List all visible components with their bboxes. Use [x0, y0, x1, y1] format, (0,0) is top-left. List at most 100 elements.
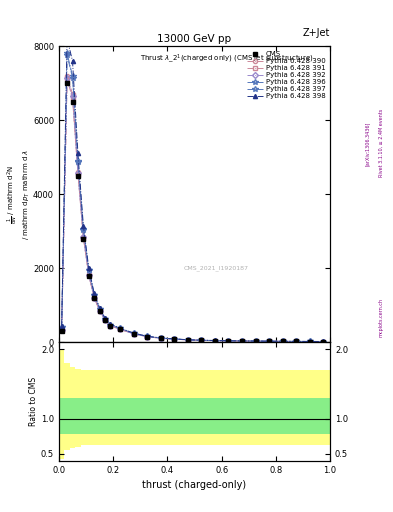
Pythia 6.428 392: [280, 338, 285, 345]
CMS: [65, 80, 70, 86]
Pythia 6.428 392: [321, 338, 326, 345]
CMS: [145, 334, 149, 340]
Pythia 6.428 396: [199, 337, 204, 344]
Pythia 6.428 397: [65, 52, 70, 58]
Pythia 6.428 398: [172, 336, 176, 342]
CMS: [86, 272, 91, 279]
Pythia 6.428 392: [253, 338, 258, 344]
Pythia 6.428 396: [145, 333, 149, 339]
Pythia 6.428 392: [97, 308, 102, 314]
CMS: [108, 323, 113, 329]
CMS: [75, 173, 80, 179]
Text: Z+Jet: Z+Jet: [303, 28, 330, 38]
CMS: [280, 338, 285, 345]
Pythia 6.428 396: [59, 325, 64, 331]
Pythia 6.428 398: [131, 330, 136, 336]
Pythia 6.428 390: [65, 73, 70, 79]
Pythia 6.428 391: [226, 338, 231, 344]
Pythia 6.428 396: [131, 330, 136, 336]
Pythia 6.428 397: [267, 338, 272, 344]
CMS: [253, 338, 258, 344]
Pythia 6.428 390: [103, 317, 107, 323]
Pythia 6.428 396: [226, 338, 231, 344]
Pythia 6.428 396: [70, 73, 75, 79]
CMS: [321, 338, 326, 345]
Pythia 6.428 391: [59, 327, 64, 333]
Line: Pythia 6.428 392: Pythia 6.428 392: [60, 75, 325, 344]
Pythia 6.428 390: [81, 233, 86, 240]
Line: Pythia 6.428 390: Pythia 6.428 390: [60, 74, 325, 344]
Pythia 6.428 391: [86, 272, 91, 279]
CMS: [97, 308, 102, 314]
Pythia 6.428 392: [131, 331, 136, 337]
Pythia 6.428 390: [70, 91, 75, 97]
X-axis label: thrust (charged-only): thrust (charged-only): [143, 480, 246, 490]
CMS: [294, 338, 299, 345]
Pythia 6.428 392: [86, 272, 91, 278]
Pythia 6.428 391: [97, 308, 102, 314]
Pythia 6.428 390: [59, 327, 64, 333]
CMS: [199, 337, 204, 344]
Text: mcplots.cern.ch: mcplots.cern.ch: [379, 298, 384, 337]
Pythia 6.428 397: [158, 335, 163, 341]
Pythia 6.428 398: [226, 338, 231, 344]
Pythia 6.428 391: [213, 337, 217, 344]
Pythia 6.428 391: [70, 95, 75, 101]
Pythia 6.428 396: [81, 226, 86, 232]
Pythia 6.428 398: [199, 337, 204, 344]
Text: Rivet 3.1.10, ≥ 2.4M events: Rivet 3.1.10, ≥ 2.4M events: [379, 109, 384, 178]
Pythia 6.428 392: [294, 338, 299, 345]
CMS: [213, 337, 217, 344]
Pythia 6.428 398: [280, 338, 285, 345]
Pythia 6.428 391: [92, 294, 97, 301]
Pythia 6.428 397: [307, 338, 312, 345]
Pythia 6.428 390: [145, 334, 149, 340]
Pythia 6.428 390: [280, 338, 285, 345]
Pythia 6.428 392: [70, 93, 75, 99]
Pythia 6.428 390: [118, 326, 122, 332]
Line: Pythia 6.428 391: Pythia 6.428 391: [60, 77, 325, 344]
Pythia 6.428 392: [185, 337, 190, 343]
Pythia 6.428 396: [97, 306, 102, 312]
Pythia 6.428 391: [103, 317, 107, 323]
Pythia 6.428 390: [253, 338, 258, 344]
CMS: [240, 338, 244, 344]
Pythia 6.428 398: [108, 321, 113, 327]
Pythia 6.428 392: [108, 323, 113, 329]
Pythia 6.428 396: [280, 338, 285, 345]
Pythia 6.428 390: [158, 335, 163, 342]
Pythia 6.428 391: [75, 171, 80, 177]
Pythia 6.428 397: [131, 330, 136, 336]
Pythia 6.428 392: [172, 336, 176, 342]
Pythia 6.428 396: [108, 322, 113, 328]
Pythia 6.428 397: [280, 338, 285, 345]
Pythia 6.428 396: [75, 158, 80, 164]
Pythia 6.428 398: [145, 333, 149, 339]
Pythia 6.428 391: [145, 334, 149, 340]
Y-axis label: $\frac{1}{\mathrm{d}N}$ / mathrm d$^2$N
/ mathrm d$p_T$ mathrm d $\lambda$: $\frac{1}{\mathrm{d}N}$ / mathrm d$^2$N …: [6, 148, 31, 240]
Pythia 6.428 391: [108, 323, 113, 329]
Pythia 6.428 392: [226, 338, 231, 344]
Pythia 6.428 396: [172, 336, 176, 342]
Pythia 6.428 390: [108, 323, 113, 329]
Pythia 6.428 396: [213, 337, 217, 344]
Pythia 6.428 392: [307, 338, 312, 345]
CMS: [307, 338, 312, 345]
Pythia 6.428 392: [118, 326, 122, 332]
Pythia 6.428 392: [65, 74, 70, 80]
Pythia 6.428 397: [240, 338, 244, 344]
Pythia 6.428 390: [267, 338, 272, 345]
Pythia 6.428 391: [158, 335, 163, 342]
Pythia 6.428 396: [253, 338, 258, 344]
Pythia 6.428 390: [185, 337, 190, 343]
Pythia 6.428 392: [267, 338, 272, 345]
Pythia 6.428 396: [118, 325, 122, 331]
Pythia 6.428 392: [240, 338, 244, 344]
CMS: [226, 338, 231, 344]
Pythia 6.428 391: [267, 338, 272, 345]
Pythia 6.428 396: [185, 337, 190, 343]
Pythia 6.428 396: [86, 267, 91, 273]
Pythia 6.428 390: [97, 308, 102, 314]
CMS: [185, 337, 190, 343]
Pythia 6.428 396: [158, 335, 163, 341]
